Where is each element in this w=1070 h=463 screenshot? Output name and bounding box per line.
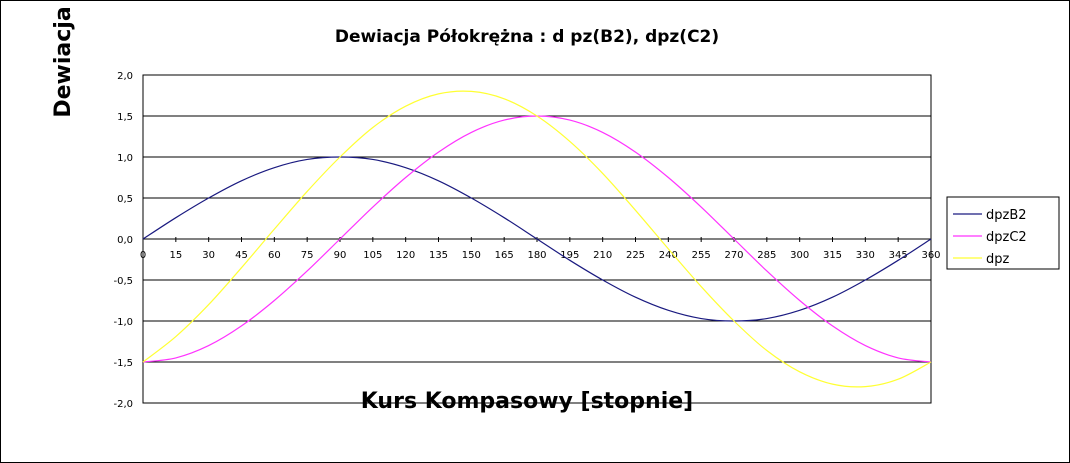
series-lines: [142, 90, 932, 388]
legend-label: dpzC2: [986, 230, 1027, 245]
y-tick-label: -1,0: [113, 317, 133, 328]
x-tick-label: 270: [724, 250, 743, 261]
y-tick-label: -2,0: [113, 399, 133, 410]
series-line-dpzB2: [142, 156, 932, 322]
x-tick-label: 165: [495, 250, 514, 261]
x-tick-label: 0: [140, 250, 146, 261]
x-tick-label: 360: [921, 250, 940, 261]
x-tick-label: 60: [268, 250, 281, 261]
x-tick-label: 30: [202, 250, 215, 261]
x-tick-label: 75: [301, 250, 314, 261]
x-tick-label: 195: [560, 250, 579, 261]
y-tick-label: 1,0: [117, 153, 133, 164]
x-tick-label: 90: [334, 250, 347, 261]
x-tick-label: 120: [396, 250, 415, 261]
x-tick-label: 240: [659, 250, 678, 261]
x-tick-label: 285: [757, 250, 776, 261]
x-tick-label: 15: [169, 250, 182, 261]
x-tick-label: 225: [626, 250, 645, 261]
x-tick-label: 180: [527, 250, 546, 261]
x-tick-label: 210: [593, 250, 612, 261]
chart-title: Dewiacja Półokrężna : d pz(B2), dpz(C2): [335, 27, 719, 47]
x-tick-label: 300: [790, 250, 809, 261]
series-line-dpz: [142, 90, 932, 388]
y-tick-label: -1,5: [113, 358, 133, 369]
y-tick-label: 0,5: [117, 194, 133, 205]
x-axis-label: Kurs Kompasowy [stopnie]: [361, 389, 693, 414]
x-tick-label: 315: [823, 250, 842, 261]
y-tick-label: 1,5: [117, 112, 133, 123]
y-tick-label: 0,0: [117, 235, 133, 246]
x-tick-label: 345: [889, 250, 908, 261]
legend-label: dpzB2: [986, 208, 1027, 223]
x-tick-label: 150: [462, 250, 481, 261]
y-tick-label: 2,0: [117, 71, 133, 82]
x-tick-label: 330: [856, 250, 875, 261]
y-tick-label: -0,5: [113, 276, 133, 287]
x-tick-label: 255: [692, 250, 711, 261]
x-tick-labels: 0 15 30 45 60 75 90 105 120 135 150 165 180 195 210 225…: [140, 250, 941, 261]
y-axis-label: Dewiacja: [51, 6, 76, 117]
x-tick-label: 45: [235, 250, 248, 261]
legend-label: dpz: [986, 252, 1010, 267]
x-tick-label: 135: [429, 250, 448, 261]
x-tick-label: 105: [363, 250, 382, 261]
y-tick-labels: 2,0 1,5 1,0 0,5 0,0 -0,5 -1,0 -1,5 -2,0: [113, 71, 133, 410]
legend-box: [946, 196, 1060, 270]
legend: dpzB2 dpzC2 dpz: [946, 196, 1060, 270]
